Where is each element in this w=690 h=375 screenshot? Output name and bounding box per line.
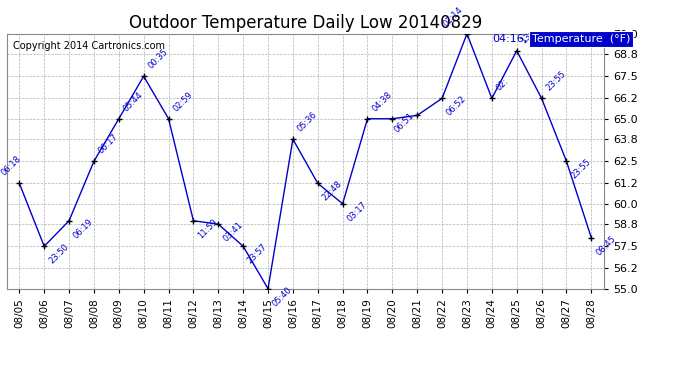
Title: Outdoor Temperature Daily Low 20140829: Outdoor Temperature Daily Low 20140829 <box>129 14 482 32</box>
Text: 02:59: 02:59 <box>171 90 195 113</box>
Text: 06:19: 06:19 <box>72 217 95 240</box>
Text: 02:14: 02:14 <box>442 5 465 28</box>
Text: Copyright 2014 Cartronics.com: Copyright 2014 Cartronics.com <box>13 41 165 51</box>
Text: 08:45: 08:45 <box>594 234 618 257</box>
Text: 05:36: 05:36 <box>296 110 319 134</box>
Text: 00:35: 00:35 <box>146 48 170 71</box>
Text: 02:: 02: <box>495 77 511 93</box>
Text: 06:51: 06:51 <box>392 111 415 135</box>
Text: 06:17: 06:17 <box>97 132 120 156</box>
Text: 11:59: 11:59 <box>196 217 219 240</box>
Text: Temperature  (°F): Temperature (°F) <box>531 34 630 44</box>
Text: 05:44: 05:44 <box>121 90 145 113</box>
Text: 04:38: 04:38 <box>371 90 393 113</box>
Text: 06:52: 06:52 <box>445 94 468 118</box>
Text: 23:55: 23:55 <box>544 69 568 93</box>
Text: 23:57: 23:57 <box>246 242 269 266</box>
Text: 05:40: 05:40 <box>270 285 294 308</box>
Text: 23:50: 23:50 <box>47 243 70 266</box>
Text: 22:48: 22:48 <box>321 180 344 203</box>
Text: 23:55: 23:55 <box>569 158 593 181</box>
Text: 03:17: 03:17 <box>346 200 368 223</box>
Text: 13:: 13: <box>520 29 535 45</box>
Text: 04:16,: 04:16, <box>493 34 528 44</box>
Text: 06:18: 06:18 <box>0 154 23 178</box>
Text: 03:41: 03:41 <box>221 220 244 244</box>
